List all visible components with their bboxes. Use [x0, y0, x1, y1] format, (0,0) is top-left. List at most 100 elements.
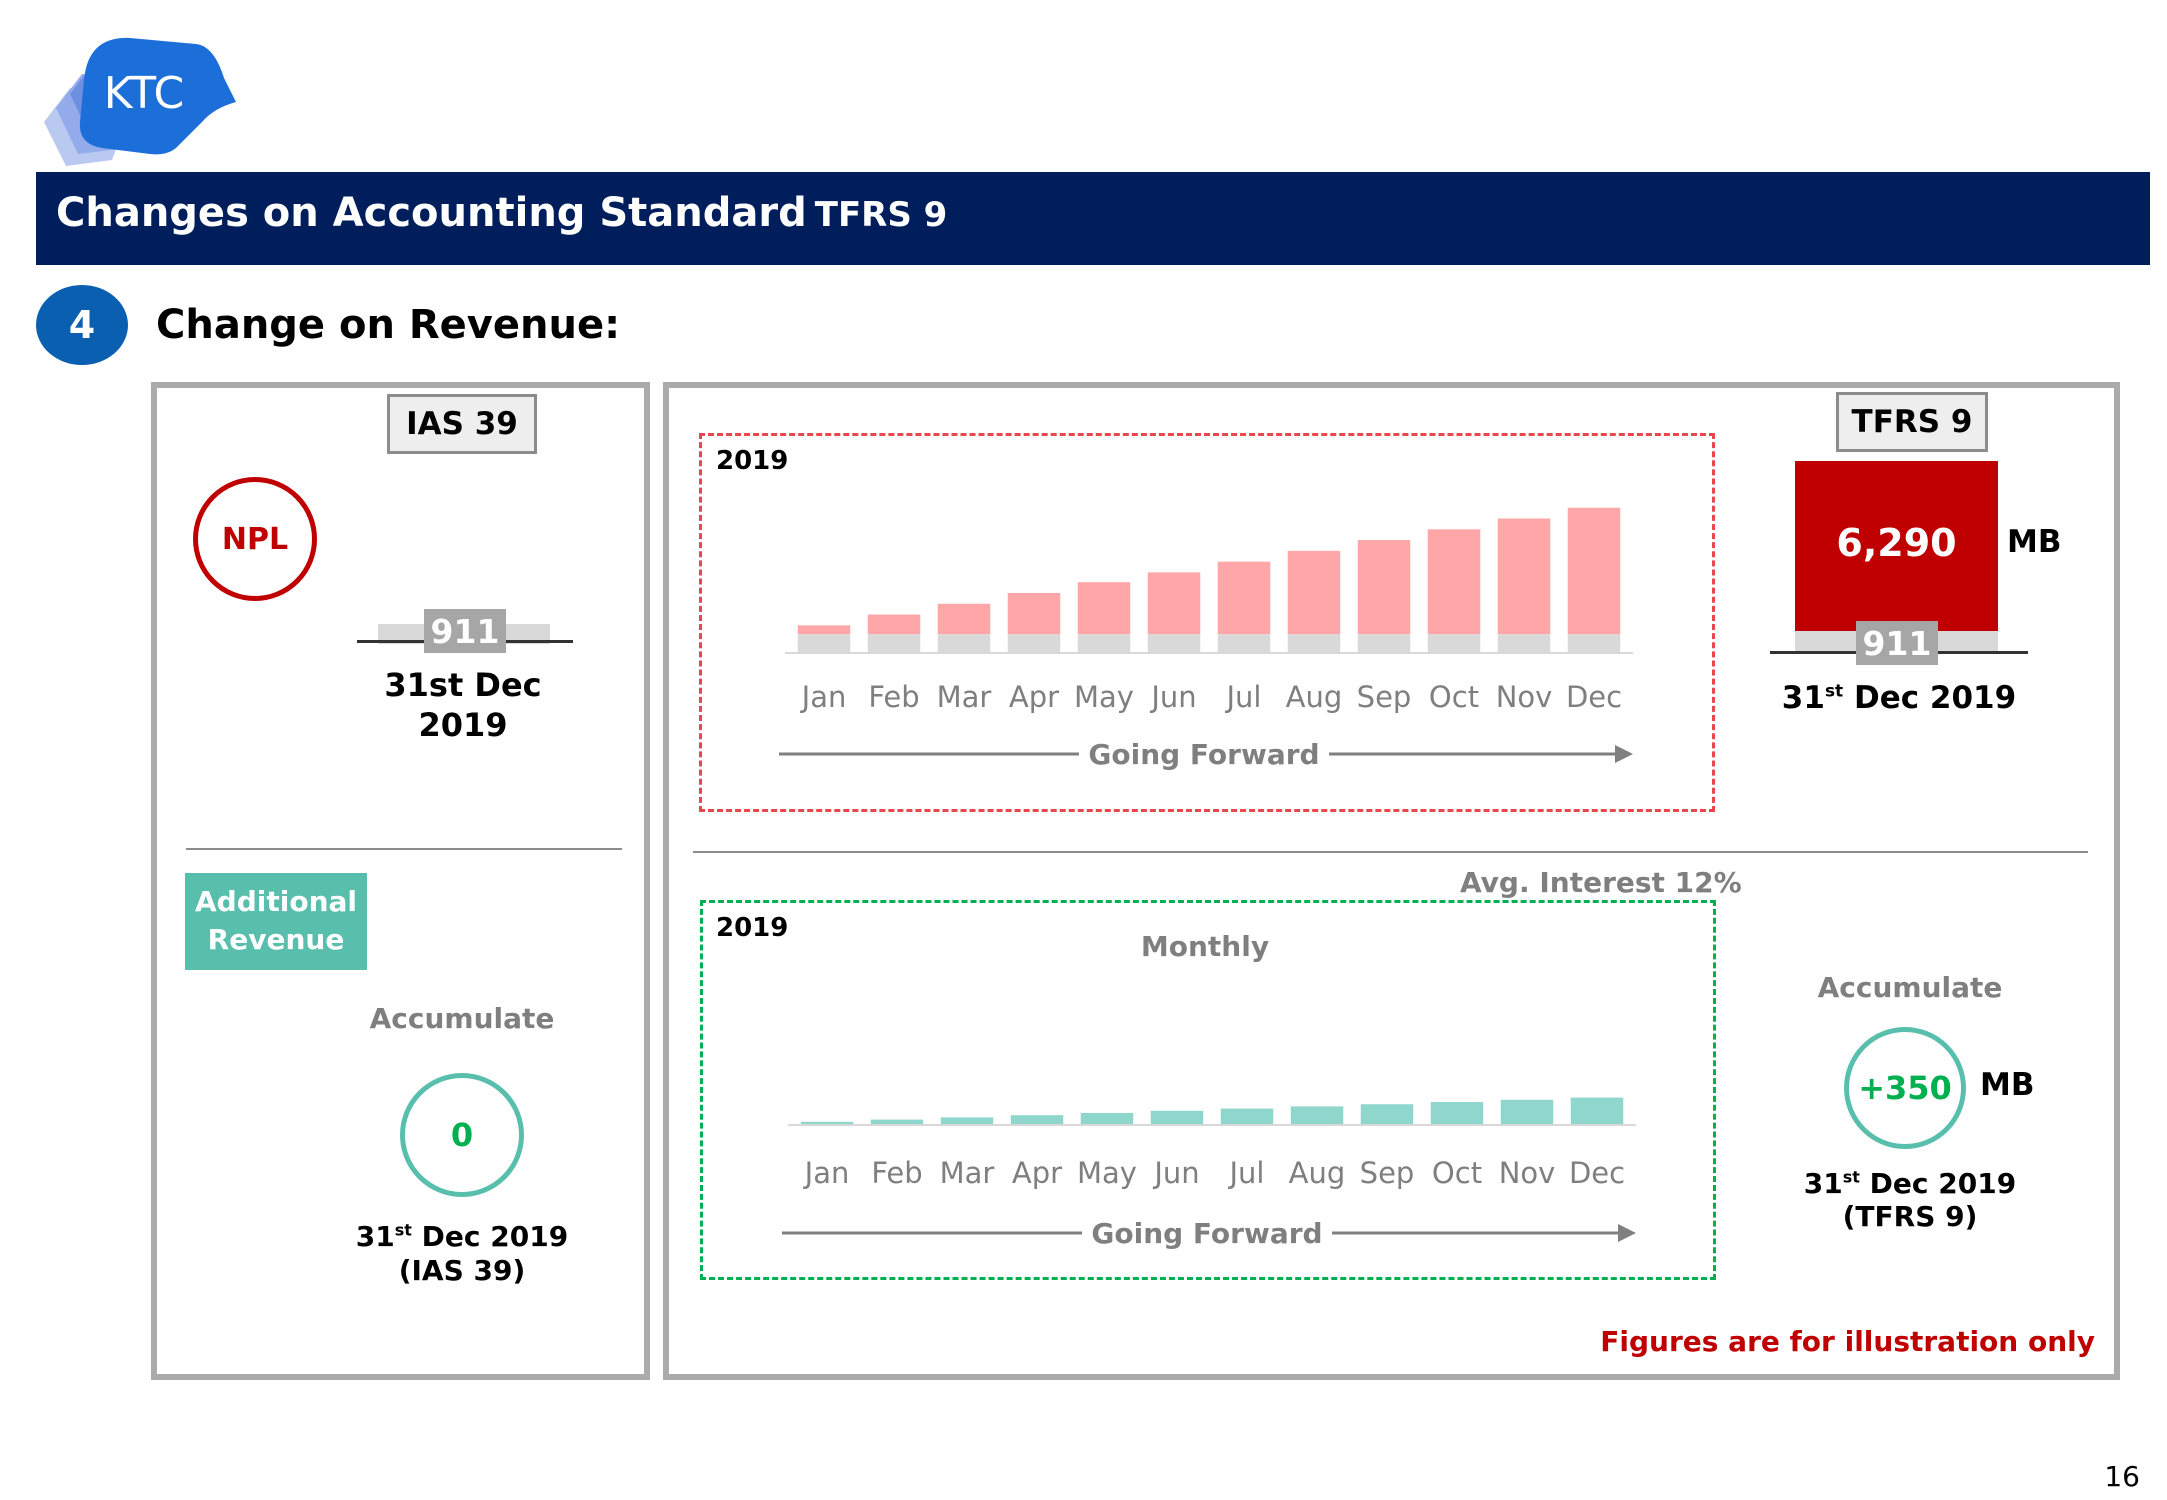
date-suffix: st — [1842, 1167, 1860, 1187]
date-suffix: st — [1824, 681, 1844, 702]
bar-may-s1 — [1077, 582, 1131, 635]
npl-value-label: 911 — [424, 609, 506, 653]
disclaimer-note: Figures are for illustration only — [1600, 1325, 2095, 1358]
date-rest: Dec 2019 — [1859, 1167, 2017, 1200]
bar-apr-s1 — [1007, 592, 1061, 635]
tfrs9-unit: MB — [2007, 524, 2062, 560]
bar-jun-s1 — [1147, 572, 1201, 635]
ias39-accumulate-standard: (IAS 39) — [398, 1254, 526, 1287]
bar-jun-s0 — [1147, 634, 1201, 652]
tick-label-sep: Sep — [1360, 1156, 1415, 1190]
ktc-logo-graphic: KTC — [44, 37, 236, 166]
ias39-tag: IAS 39 — [387, 394, 537, 454]
bar-feb-s1 — [867, 614, 921, 635]
additional-revenue-label: Additional Revenue — [185, 873, 367, 970]
date-day: 31 — [355, 1220, 395, 1253]
going-forward-label: Going Forward — [1091, 1217, 1322, 1250]
tfrs9-panel — [663, 382, 2120, 1380]
going-forward-label: Going Forward — [1088, 738, 1319, 771]
bar-oct-s1 — [1427, 529, 1481, 635]
bar-mar-s1 — [937, 603, 991, 635]
page-title-standard: TFRS 9 — [814, 195, 948, 235]
tfrs9-date: 31st Dec 2019 — [1770, 680, 2028, 716]
date-suffix: st — [394, 1220, 412, 1240]
bar-sep-s1 — [1357, 540, 1411, 635]
ias39-accumulate-value: 0 — [400, 1073, 524, 1197]
tick-label-feb: Feb — [868, 680, 919, 714]
tick-label-nov: Nov — [1496, 680, 1553, 714]
tick-label-feb: Feb — [871, 1156, 922, 1190]
tick-label-oct: Oct — [1429, 680, 1479, 714]
tick-label-mar: Mar — [940, 1156, 995, 1190]
bar-jan-s0 — [797, 634, 851, 652]
tick-label-may: May — [1074, 680, 1134, 714]
bar-jan-s0 — [800, 1121, 854, 1124]
tick-label-may: May — [1077, 1156, 1137, 1190]
bar-aug-s0 — [1290, 1106, 1344, 1124]
npl-chart-frame — [699, 433, 1715, 812]
tfrs9-accumulate-unit: MB — [1980, 1067, 2035, 1103]
bar-jan-s1 — [797, 625, 851, 635]
tick-label-jun: Jun — [1152, 1156, 1199, 1190]
bar-jul-s0 — [1217, 634, 1271, 652]
bar-jul-s1 — [1217, 561, 1271, 635]
going-forward-arrowhead — [1618, 1224, 1636, 1242]
tick-label-mar: Mar — [937, 680, 992, 714]
tick-label-sep: Sep — [1357, 680, 1412, 714]
tfrs9-accumulate-standard: (TFRS 9) — [1842, 1200, 1978, 1233]
avg-interest-label: Avg. Interest 12% — [1460, 866, 1742, 899]
bar-sep-s0 — [1360, 1104, 1414, 1124]
revenue-chart-frame — [700, 900, 1716, 1280]
bar-dec-s0 — [1570, 1097, 1624, 1124]
ktc-logo: KTC — [26, 30, 236, 170]
bar-dec-s1 — [1567, 507, 1621, 635]
npl-badge: NPL — [193, 477, 317, 601]
monthly-revenue-chart: Jan Feb Mar Apr May Jun Jul Aug Sep Oct Nov Dec Goin… — [782, 1097, 1636, 1250]
revenue-chart-year: 2019 — [716, 913, 789, 943]
npl-date-line1: 31st Dec — [384, 666, 542, 704]
bar-dec-s0 — [1567, 634, 1621, 652]
bar-jun-s0 — [1150, 1110, 1204, 1124]
tick-label-jan: Jan — [800, 680, 847, 714]
bar-apr-s0 — [1010, 1115, 1064, 1124]
tick-label-jul: Jul — [1225, 680, 1262, 714]
bar-nov-s0 — [1500, 1099, 1554, 1124]
bar-mar-s0 — [940, 1117, 994, 1124]
date-rest: Dec 2019 — [411, 1220, 569, 1253]
bar-feb-s0 — [867, 634, 921, 652]
additional-revenue-line1: Additional — [195, 885, 357, 918]
additional-revenue-line2: Revenue — [207, 923, 345, 956]
bar-aug-s0 — [1287, 634, 1341, 652]
tick-label-nov: Nov — [1499, 1156, 1556, 1190]
header-banner — [36, 172, 2150, 265]
tick-label-jan: Jan — [803, 1156, 850, 1190]
section-title: Change on Revenue: — [156, 302, 621, 348]
bar-nov-s0 — [1497, 634, 1551, 652]
tick-label-aug: Aug — [1286, 680, 1343, 714]
page-title: Changes on Accounting Standard TFRS 9 — [56, 190, 947, 236]
bar-sep-s0 — [1357, 634, 1411, 652]
revenue-chart-title: Monthly — [1140, 930, 1270, 963]
date-day: 31 — [1803, 1167, 1843, 1200]
tfrs9-tag: TFRS 9 — [1836, 392, 1988, 452]
tick-label-aug: Aug — [1289, 1156, 1346, 1190]
tfrs9-total-value: 6,290 — [1836, 521, 1957, 565]
bar-may-s0 — [1077, 634, 1131, 652]
ias39-panel — [151, 382, 650, 1380]
right-divider — [693, 851, 2088, 853]
npl-growth-chart: Jan Feb Mar Apr May Jun Jul Aug Sep Oct Nov Dec Goin… — [779, 507, 1633, 771]
bar-oct-s0 — [1430, 1102, 1484, 1124]
tick-label-apr: Apr — [1009, 680, 1059, 714]
ias39-accumulate-label: Accumulate — [369, 1002, 555, 1035]
bar-oct-s0 — [1427, 634, 1481, 652]
tfrs9-accumulate-value: +350 — [1844, 1027, 1966, 1149]
bar-may-s0 — [1080, 1113, 1134, 1124]
bar-feb-s0 — [870, 1119, 924, 1124]
bar-mar-s0 — [937, 634, 991, 652]
tick-label-oct: Oct — [1432, 1156, 1482, 1190]
tick-label-dec: Dec — [1566, 680, 1622, 714]
ias39-accumulate-date: 31st Dec 2019 — [347, 1220, 577, 1253]
bar-apr-s0 — [1007, 634, 1061, 652]
bar-aug-s1 — [1287, 550, 1341, 635]
tfrs9-total-bar — [1795, 461, 1998, 631]
